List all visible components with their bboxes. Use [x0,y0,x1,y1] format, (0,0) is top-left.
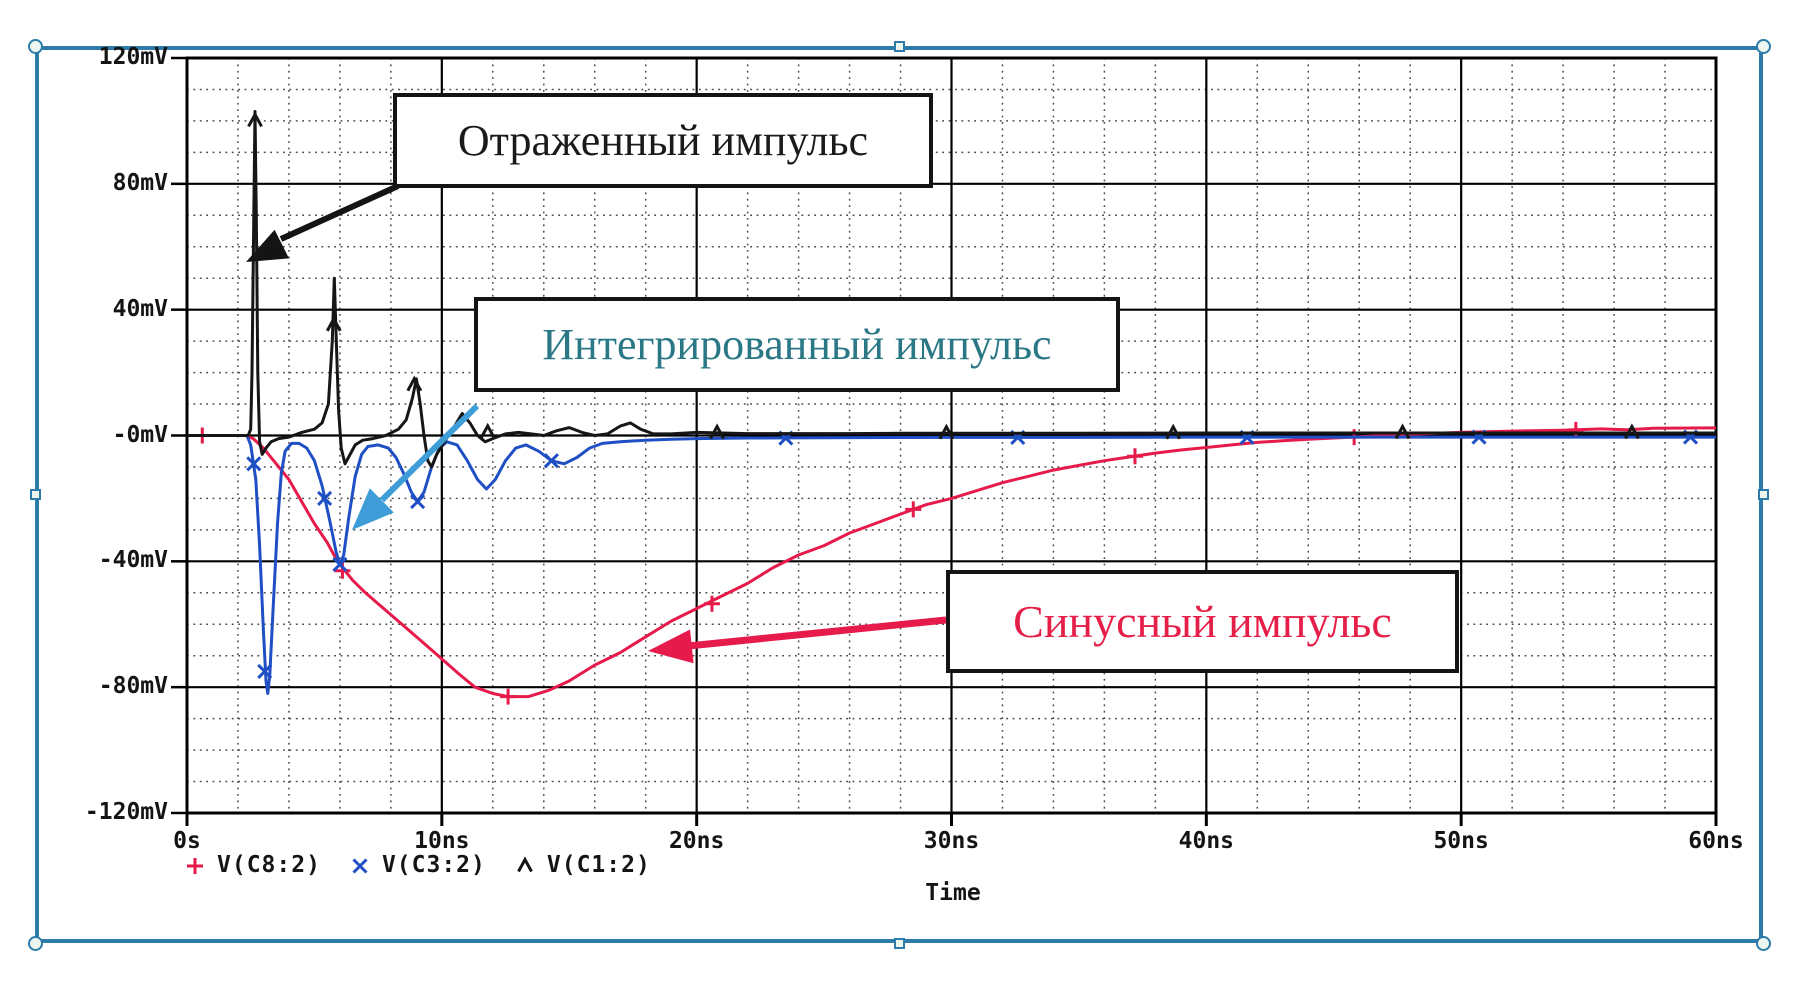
y-tick-label: -0mV [112,421,168,448]
legend-item-vc32: V(C3:2) [348,852,486,878]
x-tick-label: 40ns [1178,828,1235,854]
resize-handle-bottom-center[interactable] [894,938,905,949]
y-tick-label: -40mV [98,547,168,574]
x-tick-label: 0s [173,828,201,854]
legend-label: V(C1:2) [546,852,651,878]
caret-marker-icon [517,856,533,873]
legend-label: V(C3:2) [381,852,486,878]
x-marker-icon [352,858,368,874]
y-tick-label: 80mV [112,169,168,196]
x-tick-label: 30ns [923,828,980,854]
callout-integrated-pulse: Интегрированный импульс [474,297,1120,392]
y-tick-label: -80mV [98,673,168,700]
y-tick-label: 120mV [98,44,168,70]
callout-reflected-pulse: Отраженный импульс [393,93,933,188]
plus-marker-icon [187,858,203,874]
x-tick-label: 60ns [1688,828,1744,854]
legend-item-vc82: V(C8:2) [183,852,321,878]
resize-handle-bottom-right[interactable] [1756,936,1771,951]
resize-handle-top-left[interactable] [28,39,43,54]
x-axis-title: Time [925,880,981,906]
x-tick-label: 20ns [668,828,725,854]
resize-handle-top-center[interactable] [894,41,905,52]
x-tick-label: 10ns [414,828,470,854]
y-tick-label: 40mV [112,295,168,322]
x-tick-label: 50ns [1433,828,1489,854]
resize-handle-middle-left[interactable] [30,489,41,500]
y-tick-label: -120mV [84,799,168,825]
callout-sine-pulse: Синусный импульс [946,570,1459,673]
plot-legend: V(C8:2) V(C3:2) V(C1:2) [183,852,651,878]
resize-handle-top-right[interactable] [1756,39,1771,54]
resize-handle-bottom-left[interactable] [28,936,43,951]
legend-label: V(C8:2) [217,852,321,878]
resize-handle-middle-right[interactable] [1758,489,1769,500]
legend-item-vc12: V(C1:2) [513,852,651,878]
